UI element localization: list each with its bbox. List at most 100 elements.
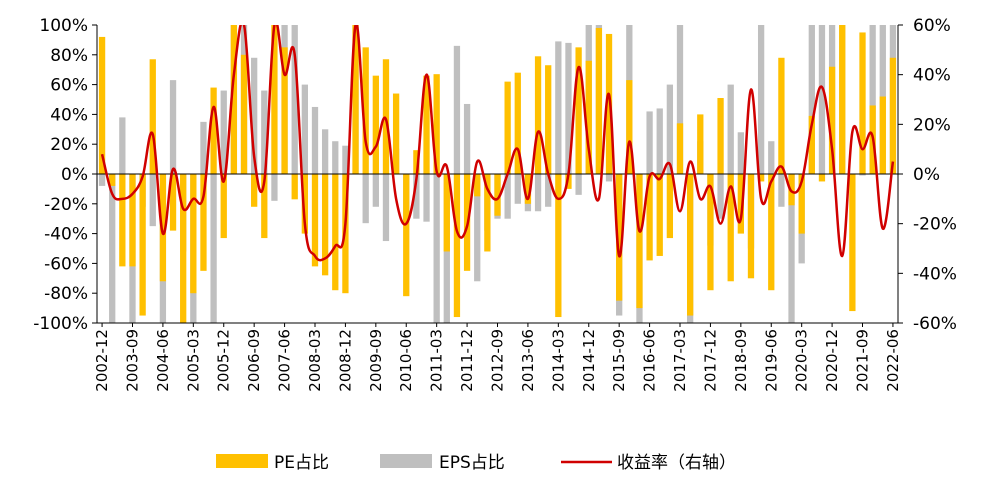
x-tick-label: 2009-09 [367,329,385,392]
x-tick-label: 2008-03 [306,329,324,392]
pe-bar [839,25,846,174]
eps-bar [342,145,349,174]
x-tick-label: 2017-03 [671,329,689,392]
x-tick-label: 2011-12 [458,329,476,392]
pe-bar [372,75,379,174]
pe-bar [443,174,450,252]
pe-bar [859,32,866,175]
eps-bar [149,174,156,227]
eps-bar [321,129,329,174]
pe-bar [291,174,298,200]
left-tick-label: -100% [33,314,88,334]
pe-bar [352,25,359,174]
pe-bar [180,174,187,323]
eps-bar [768,141,775,174]
pe-bar [534,56,542,174]
pe-bar [139,174,146,316]
pe-bar [433,74,440,174]
left-tick-label: 60% [50,76,88,96]
pe-bar [707,174,714,291]
eps-bar [727,84,734,174]
pe-bar [301,174,308,234]
right-tick-label: -40% [913,264,957,284]
pe-bar [311,174,319,267]
eps-bar [778,174,785,207]
pe-bar [149,59,156,174]
pe-bar [768,174,775,291]
left-tick-label: 100% [39,16,88,36]
left-tick-label: 20% [50,135,88,155]
eps-bar [514,174,521,204]
eps-bar [666,84,674,174]
pe-bar [200,174,207,271]
pe-bar [230,25,238,174]
pe-bar [778,57,785,174]
pe-bar [261,174,268,239]
eps-bar [413,174,420,219]
return-line-group [100,25,895,262]
pe-bar [220,174,227,239]
x-tick-label: 2014-12 [580,329,598,392]
axes [96,25,899,324]
x-tick-label: 2020-12 [823,329,841,392]
x-tick-label: 2019-06 [762,329,780,392]
eps-bar [565,42,572,174]
pe-bar [879,96,886,174]
eps-bar [656,108,663,174]
eps-bar [382,174,390,242]
eps-bar [372,174,379,207]
pe-bar [636,174,643,309]
legend: PE占比 EPS占比 收益率（右轴） [216,453,736,473]
eps-bar [200,121,207,174]
left-axis-ticks: -100% -80% -60% -40% -20% 0% 20% 40% 60% 80% 100% [33,16,97,334]
pe-bar [484,174,491,252]
x-axis-ticks: 2002-12 2003-09 2004-06 2005-03 2005-12 2006-… [93,323,902,392]
right-axis-ticks: -60% -40% -20% 0% 20% 40% 60% [898,16,957,334]
legend-label-ret: 收益率（右轴） [617,453,736,473]
right-tick-label: 60% [913,16,951,36]
left-tick-label: -20% [44,195,88,215]
pe-bar [676,123,684,174]
pe-bar [403,174,410,297]
eps-bar [433,174,440,323]
right-tick-label: -60% [913,314,957,334]
left-tick-label: 0% [61,165,88,185]
eps-bar [788,174,795,323]
right-tick-label: -20% [913,215,957,235]
pe-bar [849,174,856,312]
x-tick-label: 2020-03 [793,329,811,392]
eps-bar [737,132,744,174]
eps-bar [808,25,815,174]
pe-bar [362,47,369,174]
pe-bar [889,57,897,174]
pe-bar [697,114,704,174]
x-tick-label: 2021-09 [854,329,872,392]
right-tick-label: 40% [913,66,951,86]
pe-bar [646,174,653,261]
return-line [100,25,895,262]
pe-bar [169,174,177,231]
pe-bar [626,80,633,174]
eps-bar [169,80,177,174]
eps-bar [534,174,542,212]
right-tick-label: 0% [913,165,940,185]
x-tick-label: 2013-06 [519,329,537,392]
x-tick-label: 2010-06 [397,329,415,392]
left-tick-label: -40% [44,225,88,245]
eps-bar [109,174,116,323]
pe-bar [524,174,532,204]
pe-bar [332,174,339,291]
pe-bars [98,25,897,323]
eps-bar [575,174,582,195]
pe-bar [240,54,248,174]
pe-bar [474,174,481,197]
pe-bar [808,115,815,174]
pe-bar [119,174,126,267]
pe-bar [747,174,755,279]
pe-bar [666,174,674,239]
eps-bar [301,84,308,174]
x-tick-label: 2015-09 [610,329,628,392]
eps-bar [98,174,106,186]
